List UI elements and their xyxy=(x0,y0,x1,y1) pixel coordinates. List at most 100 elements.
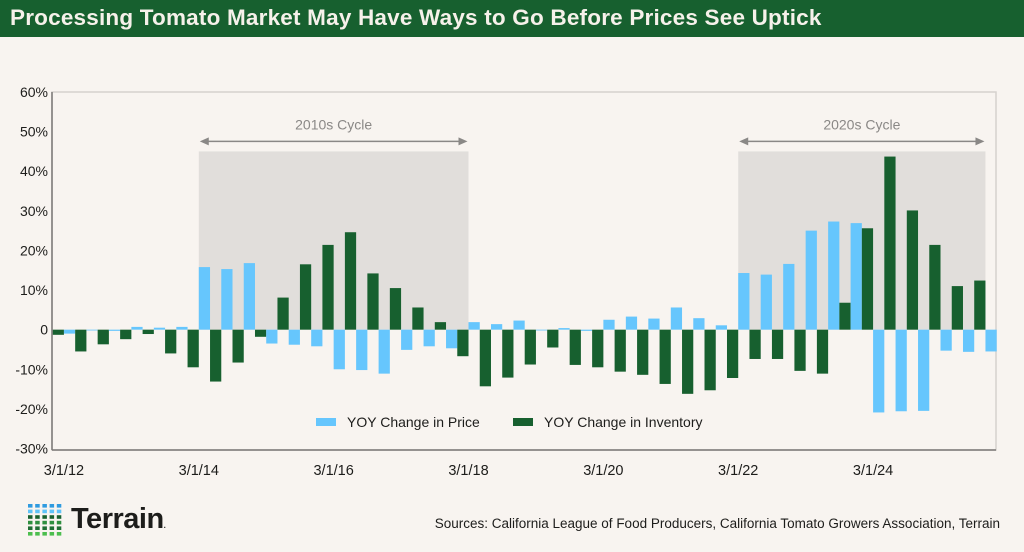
logo-dot-icon xyxy=(28,509,33,514)
y-tick-label: 30% xyxy=(20,203,48,219)
y-tick-label: 0 xyxy=(40,322,48,338)
price-bar xyxy=(895,329,907,412)
logo-text: Terrain xyxy=(71,503,164,535)
price-bar xyxy=(176,326,188,330)
logo-dot-icon xyxy=(35,504,40,508)
arrow-left-icon xyxy=(739,137,749,146)
inventory-bar xyxy=(637,329,649,375)
inventory-bar xyxy=(682,329,694,394)
inventory-bar xyxy=(75,329,87,352)
price-bar xyxy=(378,329,390,374)
price-bar xyxy=(962,329,975,352)
logo-dot-icon xyxy=(42,526,47,530)
price-bar xyxy=(446,329,458,349)
legend-label: YOY Change in Inventory xyxy=(544,414,703,430)
logo-dot-icon xyxy=(42,515,47,519)
logo-dot-icon xyxy=(35,515,40,519)
price-bar xyxy=(918,329,930,411)
inventory-bar xyxy=(547,329,559,348)
legend-swatch xyxy=(316,418,336,426)
logo-dot-icon xyxy=(56,515,62,519)
legend-swatch xyxy=(513,418,533,426)
legend-label: YOY Change in Price xyxy=(347,414,480,430)
price-bar xyxy=(311,329,323,347)
price-bar xyxy=(108,329,121,331)
inventory-bar xyxy=(254,329,267,337)
price-bar xyxy=(873,329,885,413)
y-tick-label: 40% xyxy=(20,163,48,179)
inventory-bar xyxy=(210,329,222,382)
x-tick-label: 3/1/14 xyxy=(179,463,219,479)
logo-dot-icon xyxy=(28,520,33,525)
price-bar xyxy=(693,318,705,330)
logo-dot-icon xyxy=(28,515,33,519)
logo-dot-icon xyxy=(42,520,47,525)
x-tick-label: 3/1/12 xyxy=(44,463,84,479)
inventory-bar xyxy=(884,156,896,330)
logo-dot-icon xyxy=(49,520,55,525)
logo-dot-icon xyxy=(42,504,47,508)
logo-dot-icon xyxy=(42,532,47,536)
inventory-bar xyxy=(524,329,536,365)
logo-dot-icon xyxy=(49,504,55,508)
price-bar xyxy=(760,274,772,330)
logo-dot-icon xyxy=(56,520,62,525)
price-bar xyxy=(513,320,525,330)
inventory-bar xyxy=(120,329,132,340)
terrain-logo: Terrain. xyxy=(71,503,166,536)
title-bar: Processing Tomato Market May Have Ways t… xyxy=(0,0,1024,37)
x-tick-label: 3/1/16 xyxy=(313,463,353,479)
logo-dot-icon xyxy=(56,509,62,514)
price-bar xyxy=(625,316,638,330)
price-bar xyxy=(401,329,413,350)
inventory-bar xyxy=(974,280,986,330)
logo-dot-icon xyxy=(49,526,55,530)
x-tick-label: 3/1/20 xyxy=(583,463,623,479)
inventory-bar xyxy=(816,329,829,374)
y-tick-label: 60% xyxy=(20,84,48,100)
price-bar xyxy=(356,329,368,371)
logo-dot-icon xyxy=(28,504,33,508)
y-tick-label: 50% xyxy=(20,124,48,140)
price-bar xyxy=(535,329,548,331)
logo-dot-icon xyxy=(56,532,62,536)
inventory-bar xyxy=(142,329,154,335)
inventory-bar xyxy=(771,329,784,359)
inventory-bar xyxy=(861,228,874,330)
inventory-bar xyxy=(951,286,963,330)
y-tick-label: 10% xyxy=(20,282,48,298)
price-bar xyxy=(333,329,345,370)
price-bar xyxy=(805,230,817,330)
price-bar xyxy=(648,318,660,330)
inventory-bar xyxy=(97,329,109,345)
logo-dot-icon xyxy=(42,509,47,514)
inventory-bar xyxy=(659,329,671,384)
price-bar xyxy=(221,269,233,330)
price-bar xyxy=(738,273,750,330)
inventory-bar xyxy=(412,307,424,330)
inventory-bar xyxy=(569,329,581,365)
price-bar xyxy=(670,307,683,330)
arrow-left-icon xyxy=(199,137,209,146)
logo-dot-icon xyxy=(28,532,33,536)
x-tick-label: 3/1/18 xyxy=(448,463,488,479)
logo-dot-icon xyxy=(56,504,62,508)
price-bar xyxy=(423,329,435,347)
price-bar xyxy=(985,329,997,352)
price-bar xyxy=(131,326,143,330)
price-bar xyxy=(86,329,98,331)
inventory-bar xyxy=(479,329,491,387)
inventory-bar xyxy=(906,210,919,330)
price-bar xyxy=(558,328,570,330)
inventory-bar xyxy=(187,329,199,368)
inventory-bar xyxy=(367,273,379,330)
arrow-right-icon xyxy=(975,137,985,146)
sources-note: Sources: California League of Food Produ… xyxy=(434,516,1000,531)
inventory-bar xyxy=(726,329,739,378)
inventory-bar xyxy=(389,288,402,330)
logo-dot-icon xyxy=(49,509,55,514)
price-bar xyxy=(243,263,255,330)
y-tick-label: 20% xyxy=(20,242,48,258)
price-bar xyxy=(940,329,952,351)
